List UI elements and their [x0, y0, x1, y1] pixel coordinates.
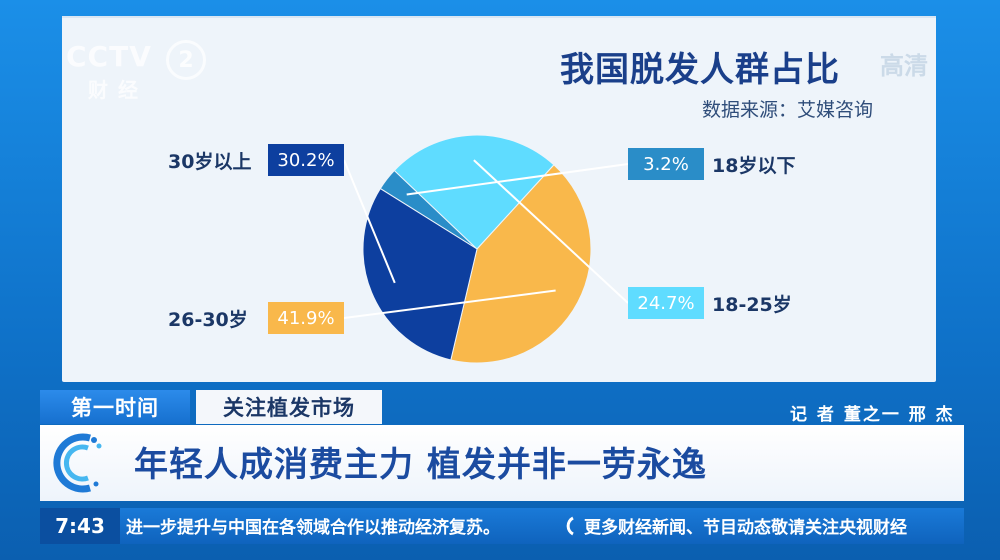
slice-value-under18: 3.2% — [628, 148, 704, 180]
program-tag: 第一时间 — [40, 390, 190, 424]
hd-watermark: 高清 — [880, 52, 928, 80]
slice-label-18-25: 18-25岁 — [712, 294, 792, 316]
pie-slice — [450, 164, 592, 364]
headline-text: 年轻人成消费主力 植发并非一劳永逸 — [134, 445, 707, 485]
ticker-bar — [40, 508, 964, 544]
logo-sub: 财经 — [88, 78, 148, 102]
chart-title: 我国脱发人群占比 — [560, 50, 840, 90]
slice-label-under18: 18岁以下 — [712, 155, 796, 177]
leader-line — [406, 163, 629, 196]
slice-value-18-25: 24.7% — [628, 287, 704, 319]
cctv-swirl-icon — [53, 433, 102, 493]
leader-line — [473, 159, 629, 304]
slice-value-over30: 30.2% — [268, 144, 344, 176]
ticker: 进一步提升与中国在各领域合作以推动经济复苏。 更多财经新闻、节目动态敬请关注央视… — [122, 508, 962, 544]
ticker-separator-icon — [566, 516, 574, 536]
slice-label-26-30: 26-30岁 — [168, 309, 248, 331]
slice-label-over30: 30岁以上 — [168, 151, 252, 173]
chart-subtitle: 数据来源：艾媒咨询 — [702, 99, 874, 121]
channel-logo: CCTV 2 财经 — [66, 40, 206, 102]
headline-bar — [40, 425, 964, 501]
ticker-item: 更多财经新闻、节目动态敬请关注央视财经 — [584, 518, 907, 538]
slice-value-26-30: 41.9% — [268, 302, 344, 334]
pie-slice — [393, 134, 555, 250]
logo-text: CCTV — [66, 40, 152, 73]
reporter-credit: 记 者 董之一 邢 杰 — [790, 405, 955, 425]
logo-number: 2 — [166, 40, 206, 80]
topic-tag: 关注植发市场 — [196, 390, 382, 424]
leader-line — [343, 159, 396, 284]
leader-line — [343, 289, 556, 319]
clock: 7:43 — [40, 508, 120, 544]
pie-slice — [362, 187, 478, 361]
ticker-item: 进一步提升与中国在各领域合作以推动经济复苏。 — [126, 518, 500, 538]
